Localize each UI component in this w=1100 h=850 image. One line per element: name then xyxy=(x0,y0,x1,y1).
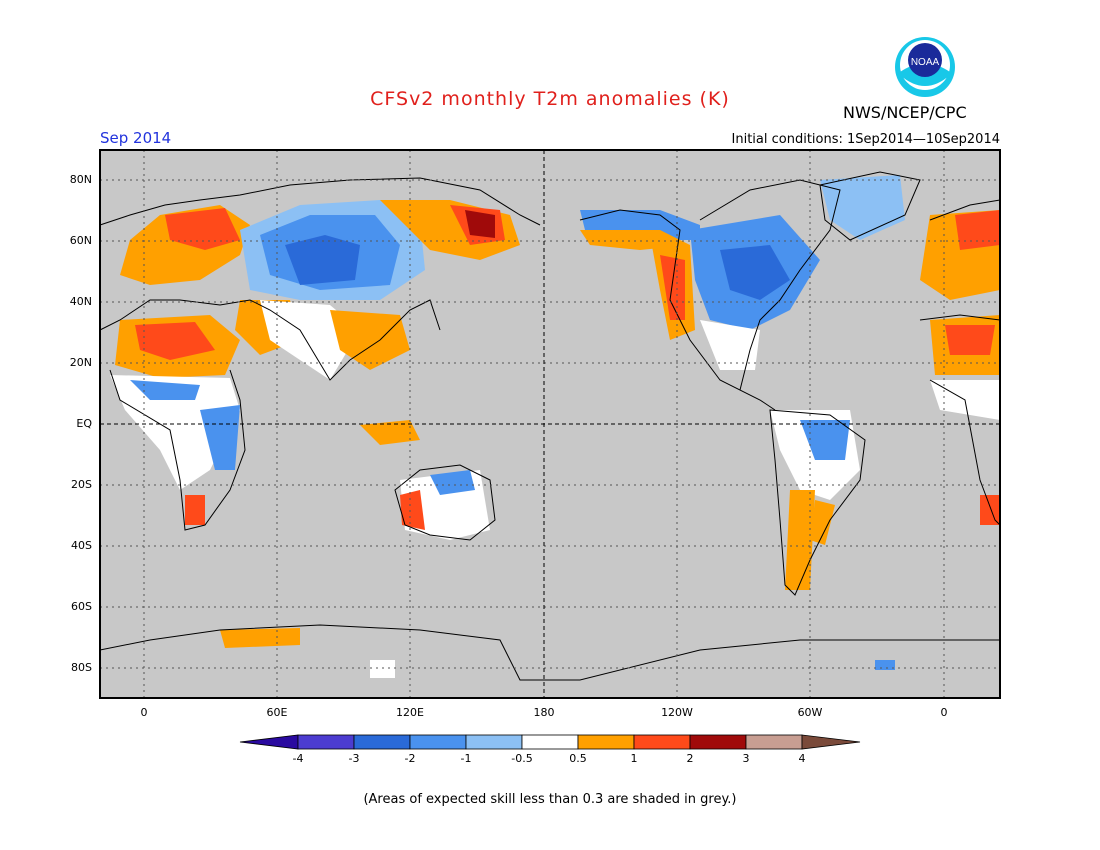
gridlines xyxy=(100,150,1000,698)
lon-label-180: 180 xyxy=(533,706,555,719)
lon-label-0-left: 0 xyxy=(140,706,148,719)
colorbar-tick-label: -3 xyxy=(348,752,360,765)
lat-label-40s: 40S xyxy=(71,539,92,552)
lat-label-20s: 20S xyxy=(71,478,92,491)
lon-label-0-right: 0 xyxy=(940,706,948,719)
lat-label-60s: 60S xyxy=(71,600,92,613)
lat-label-eq: EQ xyxy=(76,417,92,430)
map-title: CFSv2 monthly T2m anomalies (K) xyxy=(370,88,730,110)
lon-label-120e: 120E xyxy=(396,706,424,719)
lon-label-60w: 60W xyxy=(797,706,823,719)
colorbar-tick-label: -4 xyxy=(292,752,304,765)
colorbar-tick-label: 2 xyxy=(686,752,694,765)
agency-label: NWS/NCEP/CPC xyxy=(843,103,967,122)
skill-footnote: (Areas of expected skill less than 0.3 a… xyxy=(363,792,737,807)
lat-label-60n: 60N xyxy=(69,234,92,247)
coastlines xyxy=(99,171,1001,681)
lat-label-40n: 40N xyxy=(69,295,92,308)
colorbar-tick-label: -0.5 xyxy=(511,752,533,765)
lat-label-80n: 80N xyxy=(69,173,92,186)
colorbar-tick-label: 4 xyxy=(798,752,806,765)
valid-month-label: Sep 2014 xyxy=(100,129,172,147)
colorbar-tick-label: 3 xyxy=(742,752,750,765)
lat-label-80s: 80S xyxy=(71,661,92,674)
lon-label-60e: 60E xyxy=(266,706,288,719)
lon-label-120w: 120W xyxy=(661,706,693,719)
colorbar-tick-label: -1 xyxy=(460,752,472,765)
colorbar-tick-label: -2 xyxy=(404,752,416,765)
lat-label-20n: 20N xyxy=(69,356,92,369)
colorbar-tick-label: 0.5 xyxy=(569,752,587,765)
map-frame xyxy=(99,149,1001,699)
initial-conditions-label: Initial conditions: 1Sep2014—10Sep2014 xyxy=(731,132,1000,147)
colorbar-tick-label: 1 xyxy=(630,752,638,765)
